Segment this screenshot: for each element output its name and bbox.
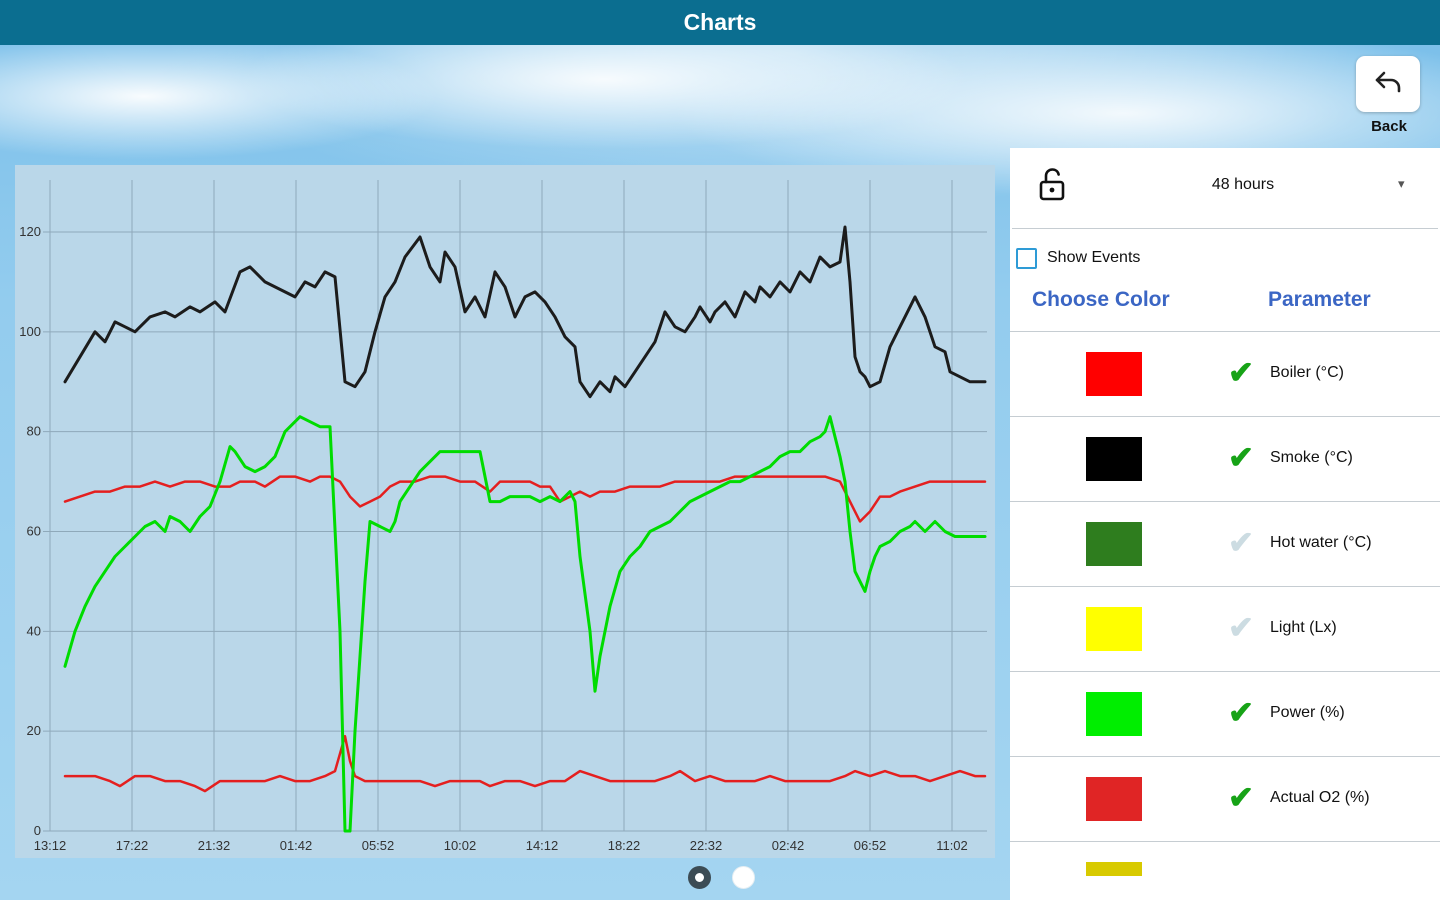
chevron-down-icon[interactable]: ▾ (1398, 176, 1405, 191)
x-tick-label: 17:22 (116, 838, 149, 853)
check-icon[interactable]: ✔ (1228, 355, 1254, 390)
color-swatch[interactable] (1086, 607, 1142, 651)
parameter-label: Light (Lx) (1270, 619, 1337, 636)
column-headers: Choose Color Parameter (1010, 278, 1440, 332)
parameter-row[interactable]: ✔ Actual O2 (%) (1010, 757, 1440, 842)
page-title: Charts (683, 9, 757, 35)
x-tick-label: 22:32 (690, 838, 723, 853)
x-tick-label: 21:32 (198, 838, 231, 853)
color-swatch[interactable] (1086, 862, 1142, 876)
color-swatch[interactable] (1086, 437, 1142, 481)
check-icon[interactable]: ✔ (1228, 780, 1254, 815)
duration-value: 48 hours (1211, 176, 1275, 193)
y-tick-label: 80 (27, 424, 41, 439)
y-tick-label: 60 (27, 524, 41, 539)
pager-dot-inactive[interactable] (732, 866, 755, 889)
chart-panel[interactable]: 0 20 40 60 80 100 120 13:12 17:22 21:32 01:42 05:52… (15, 165, 995, 858)
check-icon[interactable]: ✔ (1228, 440, 1254, 475)
check-icon[interactable]: ✔ (1228, 695, 1254, 730)
parameter-label: Hot water (°C) (1270, 534, 1372, 551)
x-tick-label: 01:42 (280, 838, 313, 853)
lock-icon[interactable] (1034, 165, 1070, 205)
page-indicator (688, 866, 755, 889)
check-icon[interactable]: ✔ (1228, 525, 1254, 560)
x-tick-label: 11:02 (936, 838, 968, 853)
y-tick-label: 120 (19, 224, 41, 239)
x-tick-label: 10:02 (444, 838, 477, 853)
series-Power (%) (63, 415, 987, 833)
parameter-label: Power (%) (1270, 704, 1345, 721)
check-icon[interactable]: ✔ (1228, 610, 1254, 645)
back-control: Back (1356, 56, 1422, 135)
show-events-label: Show Events (1047, 249, 1141, 266)
x-tick-label: 06:52 (854, 838, 887, 853)
choose-color-header: Choose Color (1032, 288, 1170, 311)
show-events-checkbox[interactable] (1016, 247, 1037, 269)
divider (1012, 228, 1438, 229)
app-header: Charts (0, 0, 1440, 45)
series-Actual O2 (%) (63, 734, 987, 793)
back-button-label: Back (1371, 118, 1407, 135)
settings-panel: 48 hours ▾ Show Events Choose Color Para… (1010, 148, 1440, 900)
duration-dropdown[interactable]: 48 hours (1070, 148, 1416, 222)
parameter-row[interactable]: ✔ Smoke (°C) (1010, 417, 1440, 502)
color-swatch[interactable] (1086, 352, 1142, 396)
y-tick-label: 20 (27, 723, 41, 738)
chart-canvas[interactable]: 0 20 40 60 80 100 120 13:12 17:22 21:32 01:42 05:52… (15, 165, 995, 858)
parameter-row[interactable]: ✔ Boiler (°C) (1010, 332, 1440, 417)
y-tick-label: 100 (19, 324, 41, 339)
parameter-header: Parameter (1268, 288, 1371, 311)
parameter-label: Smoke (°C) (1270, 449, 1353, 466)
x-tick-label: 13:12 (34, 838, 67, 853)
back-button[interactable] (1356, 56, 1420, 112)
parameter-label: Actual O2 (%) (1270, 789, 1370, 806)
color-swatch[interactable] (1086, 522, 1142, 566)
show-events-row: Show Events (1016, 242, 1140, 274)
color-swatch[interactable] (1086, 692, 1142, 736)
y-tick-label: 0 (34, 823, 41, 838)
parameter-row[interactable]: ✔ Power (%) (1010, 672, 1440, 757)
parameter-row[interactable]: ✔ Hot water (°C) (1010, 502, 1440, 587)
parameter-list: ✔ Boiler (°C) ✔ Smoke (°C) ✔ Hot water (°C) ✔ L… (1010, 332, 1440, 908)
x-tick-label: 18:22 (608, 838, 641, 853)
color-swatch[interactable] (1086, 777, 1142, 821)
parameter-row[interactable]: ✔ Light (Lx) (1010, 587, 1440, 672)
x-tick-label: 05:52 (362, 838, 395, 853)
parameter-label: Boiler (°C) (1270, 364, 1344, 381)
series-Smoke (°C) (63, 225, 987, 399)
undo-arrow-icon (1373, 69, 1403, 100)
pager-dot-active[interactable] (688, 866, 711, 889)
series-Boiler (°C) (63, 475, 987, 523)
y-tick-label: 40 (27, 623, 41, 638)
duration-row: 48 hours ▾ (1010, 148, 1440, 226)
parameter-row[interactable] (1010, 842, 1440, 908)
x-tick-label: 02:42 (772, 838, 805, 853)
x-tick-label: 14:12 (526, 838, 559, 853)
